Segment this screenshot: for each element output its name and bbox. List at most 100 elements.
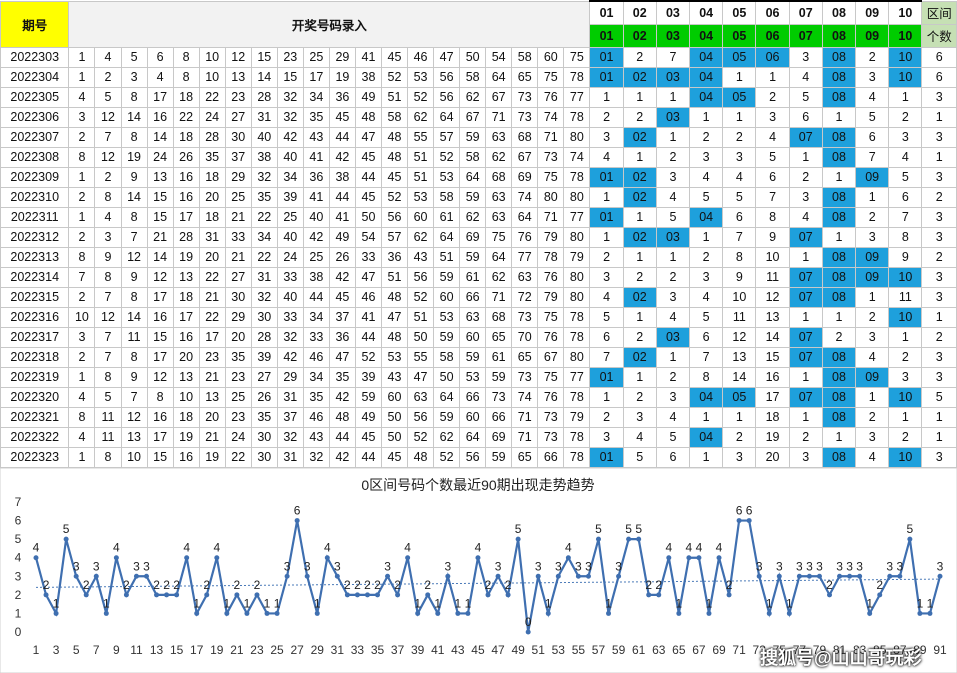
number-cell[interactable]: 61 [433, 206, 461, 228]
zone-cell[interactable]: 13 [755, 306, 790, 328]
period-cell[interactable]: 2022306 [0, 106, 70, 128]
zone-cell[interactable]: 7 [888, 206, 923, 228]
number-cell[interactable]: 40 [276, 286, 304, 308]
number-cell[interactable]: 22 [224, 446, 252, 468]
zone-cell[interactable]: 1 [622, 206, 657, 228]
number-cell[interactable]: 4 [68, 86, 96, 108]
number-cell[interactable]: 80 [563, 126, 591, 148]
number-cell[interactable]: 51 [407, 146, 435, 168]
number-cell[interactable]: 31 [276, 386, 304, 408]
number-cell[interactable]: 30 [250, 426, 278, 448]
zone-cell[interactable]: 08 [821, 126, 857, 148]
number-cell[interactable]: 30 [250, 306, 278, 328]
number-cell[interactable]: 10 [68, 306, 96, 328]
number-cell[interactable]: 2 [68, 346, 96, 368]
number-cell[interactable]: 39 [354, 366, 382, 388]
zone-cell[interactable]: 02 [622, 286, 657, 308]
zone-cell[interactable]: 3 [788, 46, 823, 68]
zone-header-06[interactable]: 06 [755, 0, 790, 25]
zone-cell[interactable]: 1 [622, 246, 657, 268]
number-cell[interactable]: 58 [459, 146, 487, 168]
number-cell[interactable]: 56 [459, 446, 487, 468]
number-cell[interactable]: 62 [459, 206, 487, 228]
zone-cell[interactable]: 1 [589, 86, 624, 108]
number-cell[interactable]: 35 [198, 146, 226, 168]
zone-cell[interactable]: 7 [855, 146, 890, 168]
number-cell[interactable]: 58 [511, 46, 539, 68]
number-cell[interactable]: 50 [380, 406, 409, 428]
number-cell[interactable]: 67 [485, 86, 513, 108]
number-cell[interactable]: 8 [120, 346, 148, 368]
number-cell[interactable]: 4 [94, 206, 122, 228]
number-cell[interactable]: 77 [511, 246, 539, 268]
number-cell[interactable]: 21 [198, 426, 226, 448]
number-cell[interactable]: 64 [485, 246, 513, 268]
number-cell[interactable]: 4 [68, 386, 96, 408]
number-cell[interactable]: 20 [198, 406, 226, 428]
zone-header-09[interactable]: 09 [855, 0, 890, 25]
period-cell[interactable]: 2022318 [0, 346, 70, 368]
zone-cell[interactable]: 08 [821, 286, 857, 308]
number-cell[interactable]: 63 [485, 206, 513, 228]
number-cell[interactable]: 7 [120, 226, 148, 248]
number-cell[interactable]: 45 [380, 166, 409, 188]
number-cell[interactable]: 3 [68, 106, 96, 128]
zone-cell[interactable]: 7 [589, 346, 624, 368]
number-cell[interactable]: 40 [250, 126, 278, 148]
number-cell[interactable]: 42 [276, 346, 304, 368]
number-cell[interactable]: 73 [485, 386, 513, 408]
zone-cell[interactable]: 2 [788, 426, 823, 448]
number-cell[interactable]: 66 [485, 406, 513, 428]
zone-cell[interactable]: 10 [888, 306, 923, 328]
period-cell[interactable]: 2022312 [0, 226, 70, 248]
number-cell[interactable]: 12 [94, 146, 122, 168]
zone-cell[interactable]: 4 [655, 306, 691, 328]
number-cell[interactable]: 24 [224, 426, 252, 448]
number-cell[interactable]: 62 [407, 106, 435, 128]
number-cell[interactable]: 8 [68, 246, 96, 268]
zone-cell[interactable]: 04 [689, 66, 724, 88]
zone-cell[interactable]: 9 [722, 266, 757, 288]
zone-cell[interactable]: 12 [722, 326, 757, 348]
number-cell[interactable]: 48 [407, 446, 435, 468]
number-cell[interactable]: 42 [328, 146, 356, 168]
number-cell[interactable]: 22 [198, 266, 226, 288]
zone-cell[interactable]: 08 [821, 86, 857, 108]
number-cell[interactable]: 80 [563, 266, 591, 288]
period-cell[interactable]: 2022305 [0, 86, 70, 108]
number-cell[interactable]: 38 [302, 266, 330, 288]
number-cell[interactable]: 11 [94, 426, 122, 448]
zone-cell[interactable]: 8 [755, 206, 790, 228]
number-cell[interactable]: 24 [146, 146, 174, 168]
count-cell[interactable]: 3 [921, 126, 957, 148]
number-cell[interactable]: 21 [146, 226, 174, 248]
zone-cell[interactable]: 2 [655, 266, 691, 288]
number-cell[interactable]: 51 [380, 86, 409, 108]
zone-cell[interactable]: 6 [888, 186, 923, 208]
number-cell[interactable]: 41 [302, 146, 330, 168]
number-cell[interactable]: 73 [537, 406, 565, 428]
zone-cell[interactable]: 3 [655, 286, 691, 308]
number-cell[interactable]: 16 [172, 446, 200, 468]
number-cell[interactable]: 45 [354, 146, 382, 168]
number-cell[interactable]: 1 [68, 46, 96, 68]
number-cell[interactable]: 17 [172, 306, 200, 328]
number-cell[interactable]: 14 [146, 126, 174, 148]
number-cell[interactable]: 59 [433, 326, 461, 348]
number-cell[interactable]: 1 [68, 206, 96, 228]
zone-cell[interactable]: 3 [689, 266, 724, 288]
number-cell[interactable]: 51 [407, 306, 435, 328]
number-cell[interactable]: 48 [380, 286, 409, 308]
number-cell[interactable]: 4 [146, 66, 174, 88]
zone-cell[interactable]: 7 [722, 226, 757, 248]
number-cell[interactable]: 38 [328, 166, 356, 188]
zone-cell[interactable]: 2 [622, 106, 657, 128]
zone-cell[interactable]: 3 [722, 146, 757, 168]
number-cell[interactable]: 28 [250, 86, 278, 108]
count-cell[interactable]: 3 [921, 346, 957, 368]
zone-cell[interactable]: 1 [821, 106, 857, 128]
number-cell[interactable]: 17 [146, 286, 174, 308]
number-cell[interactable]: 73 [511, 106, 539, 128]
number-cell[interactable]: 12 [94, 306, 122, 328]
number-cell[interactable]: 10 [198, 46, 226, 68]
